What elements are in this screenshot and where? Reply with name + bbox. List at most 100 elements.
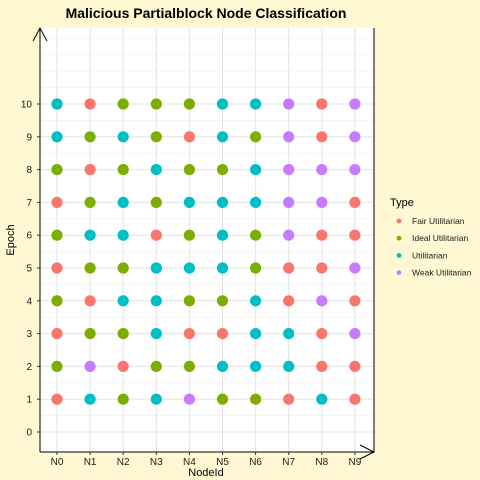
data-point (283, 131, 295, 143)
data-point (216, 262, 229, 274)
data-point (349, 164, 361, 176)
data-point (84, 196, 96, 208)
data-point (84, 131, 96, 143)
y-tick-label: 2 (26, 362, 32, 373)
x-tick-label: N3 (150, 457, 163, 468)
data-point (84, 262, 96, 274)
data-point (150, 196, 162, 208)
x-tick-labels: N0 N1 N2 N3 N4 N5 N6 N7 N8 N9 (51, 452, 362, 468)
legend-title: Type (390, 197, 414, 209)
data-point (117, 131, 129, 143)
data-point (183, 131, 195, 143)
data-point (51, 360, 63, 372)
data-point (183, 164, 195, 176)
data-point (316, 164, 328, 176)
legend-label: Weak Utilitarian (412, 268, 472, 278)
data-point (283, 164, 295, 176)
legend-label: Fair Utilitarian (412, 216, 465, 226)
data-point (150, 229, 162, 241)
data-point (349, 360, 361, 372)
data-point (84, 295, 96, 307)
data-point (316, 328, 328, 340)
data-point (84, 393, 96, 405)
data-point (117, 328, 129, 340)
data-point (117, 393, 129, 405)
data-point (84, 360, 96, 372)
data-point (117, 262, 129, 274)
data-point (216, 131, 229, 143)
data-point (183, 98, 195, 110)
x-tick-label: N4 (183, 457, 196, 468)
data-point (250, 393, 262, 405)
x-tick-label: N7 (282, 457, 295, 468)
y-tick-label: 0 (26, 428, 32, 439)
data-point (283, 229, 295, 241)
data-point (51, 98, 63, 110)
data-point (349, 229, 361, 241)
data-point (250, 229, 262, 241)
y-tick-label: 4 (26, 296, 32, 307)
x-tick-label: N9 (349, 457, 362, 468)
y-tick-label: 6 (26, 231, 32, 242)
data-point (216, 98, 229, 110)
x-tick-label: N6 (249, 457, 262, 468)
data-point (250, 262, 262, 274)
data-point (150, 262, 162, 274)
data-point (349, 98, 361, 110)
data-point (250, 360, 262, 372)
data-point (216, 196, 229, 208)
data-point (316, 262, 328, 274)
data-point (316, 295, 328, 307)
data-point (216, 164, 229, 176)
data-point (51, 393, 63, 405)
data-point (51, 196, 63, 208)
data-point (316, 196, 328, 208)
y-tick-label: 7 (26, 198, 32, 209)
x-tick-label: N8 (315, 457, 328, 468)
data-point (349, 262, 361, 274)
data-point (349, 328, 361, 340)
legend-key (396, 253, 402, 258)
data-point (283, 196, 295, 208)
data-point (250, 164, 262, 176)
data-point (117, 360, 129, 372)
axes (32, 26, 376, 460)
data-point (250, 131, 262, 143)
data-point (51, 262, 63, 274)
data-point (150, 98, 162, 110)
y-tick-label: 5 (26, 264, 32, 275)
data-point (183, 328, 195, 340)
data-point (150, 131, 162, 143)
data-point (250, 328, 262, 340)
data-point (117, 295, 129, 307)
data-point (51, 164, 63, 176)
data-point (51, 229, 63, 241)
y-tick-labels: 0 1 2 3 4 5 6 7 8 9 10 (21, 100, 40, 439)
legend-key (396, 235, 402, 241)
data-point (250, 98, 262, 110)
data-point (283, 328, 295, 340)
data-point (250, 295, 262, 307)
data-point (183, 229, 195, 241)
data-point (283, 393, 295, 405)
data-point (150, 328, 162, 340)
data-point (216, 360, 229, 372)
x-tick-label: N5 (216, 457, 229, 468)
data-point (117, 164, 129, 176)
data-point (183, 196, 195, 208)
data-point (216, 393, 229, 405)
data-point (183, 360, 195, 372)
x-tick-label: N0 (51, 457, 64, 468)
data-point (216, 295, 229, 307)
chart-title: Malicious Partialblock Node Classificati… (66, 5, 347, 21)
y-tick-label: 9 (26, 132, 32, 143)
data-point (316, 393, 328, 405)
data-point (283, 360, 295, 372)
data-point (349, 393, 361, 405)
data-point (51, 131, 63, 143)
legend: Type Fair Utilitarian Ideal Utilitarian Ut… (390, 197, 472, 278)
data-point (84, 229, 96, 241)
data-point (117, 98, 129, 110)
data-point (51, 328, 63, 340)
